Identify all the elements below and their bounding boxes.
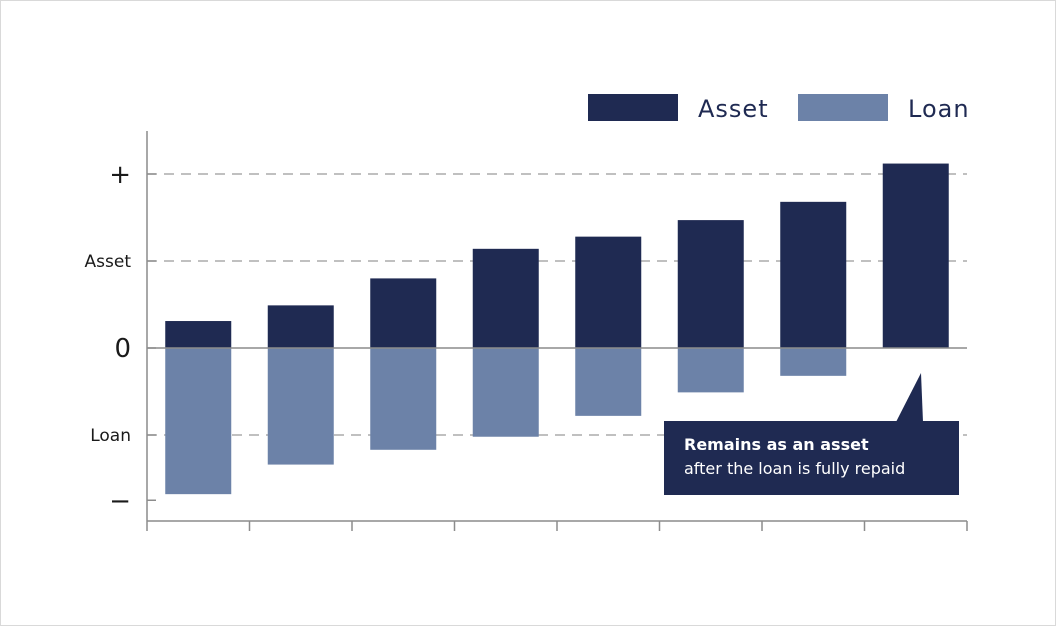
bar-loan-1 bbox=[165, 348, 232, 495]
y-tick-labels: + Asset 0 Loan − bbox=[85, 160, 132, 516]
callout-pointer bbox=[896, 373, 923, 422]
y-tick-label: − bbox=[109, 486, 131, 516]
bar-asset-1 bbox=[165, 321, 232, 348]
bar-asset-6 bbox=[677, 220, 744, 348]
bar-loan-3 bbox=[370, 348, 437, 450]
bar-asset-8 bbox=[882, 163, 949, 348]
bar-loan-2 bbox=[267, 348, 334, 465]
annotation-callout: Remains as an asset after the loan is fu… bbox=[664, 421, 959, 495]
bar-loan-5 bbox=[575, 348, 642, 416]
bar-loan-7 bbox=[780, 348, 847, 376]
bar-asset-3 bbox=[370, 278, 437, 348]
y-tick-label: 0 bbox=[114, 334, 131, 364]
legend-swatch-loan bbox=[798, 94, 888, 121]
bar-loan-6 bbox=[677, 348, 744, 393]
bar-loan-4 bbox=[472, 348, 539, 437]
annotation-title: Remains as an asset bbox=[684, 435, 869, 454]
legend-label-loan: Loan bbox=[908, 95, 970, 123]
legend-label-asset: Asset bbox=[698, 95, 769, 123]
y-tick-label: Asset bbox=[85, 252, 132, 272]
y-tick-label: + bbox=[109, 160, 131, 190]
axes bbox=[146, 131, 968, 531]
annotation-body: after the loan is fully repaid bbox=[684, 459, 906, 478]
bar-asset-4 bbox=[472, 248, 539, 348]
legend: Asset Loan bbox=[588, 94, 970, 123]
bars bbox=[165, 163, 949, 495]
legend-swatch-asset bbox=[588, 94, 678, 121]
y-tick-label: Loan bbox=[90, 426, 131, 446]
bar-asset-5 bbox=[575, 236, 642, 348]
bar-asset-7 bbox=[780, 201, 847, 348]
bar-asset-2 bbox=[267, 305, 334, 348]
